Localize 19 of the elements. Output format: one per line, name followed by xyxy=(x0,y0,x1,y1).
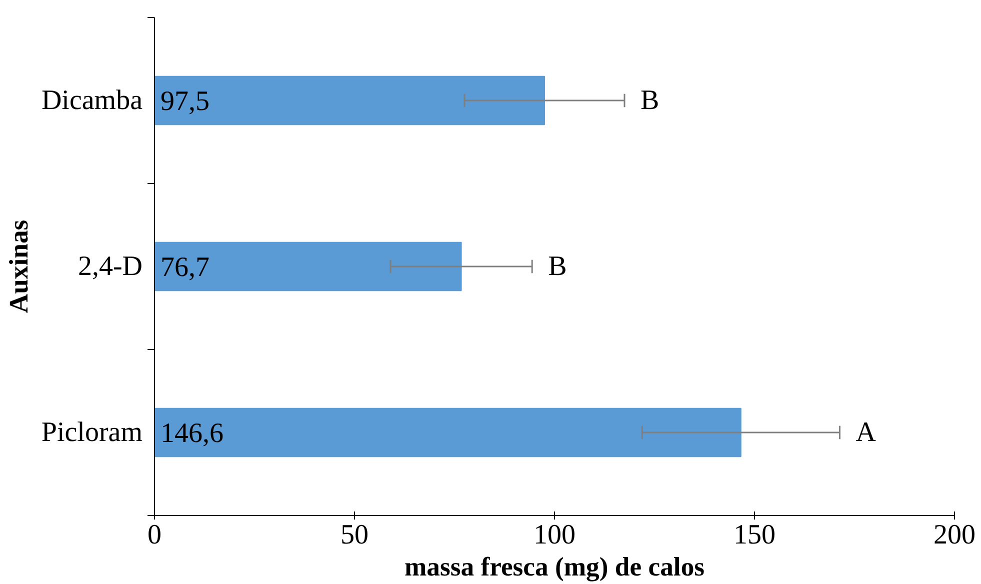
data-label: 76,7 xyxy=(160,252,210,283)
x-tick-label: 50 xyxy=(340,520,368,550)
y-axis-title: Auxinas xyxy=(3,220,34,314)
x-tick-label: 200 xyxy=(934,520,976,550)
data-label: 146,6 xyxy=(160,418,224,449)
annotation: B xyxy=(548,251,567,282)
data-label: 97,5 xyxy=(160,86,210,117)
y-tick-label: Dicamba xyxy=(41,85,144,116)
y-tick-label: 2,4-D xyxy=(78,251,142,282)
bar xyxy=(154,76,545,126)
annotation: B xyxy=(640,85,660,116)
bar xyxy=(154,408,742,458)
y-tick-label: Picloram xyxy=(41,417,143,448)
annotation: A xyxy=(856,417,877,448)
x-tick-label: 0 xyxy=(148,520,162,550)
x-axis-title: massa fresca (mg) de calos xyxy=(404,552,705,582)
x-tick-label: 100 xyxy=(534,520,576,550)
x-tick-label: 150 xyxy=(734,520,776,550)
bar xyxy=(154,242,462,292)
